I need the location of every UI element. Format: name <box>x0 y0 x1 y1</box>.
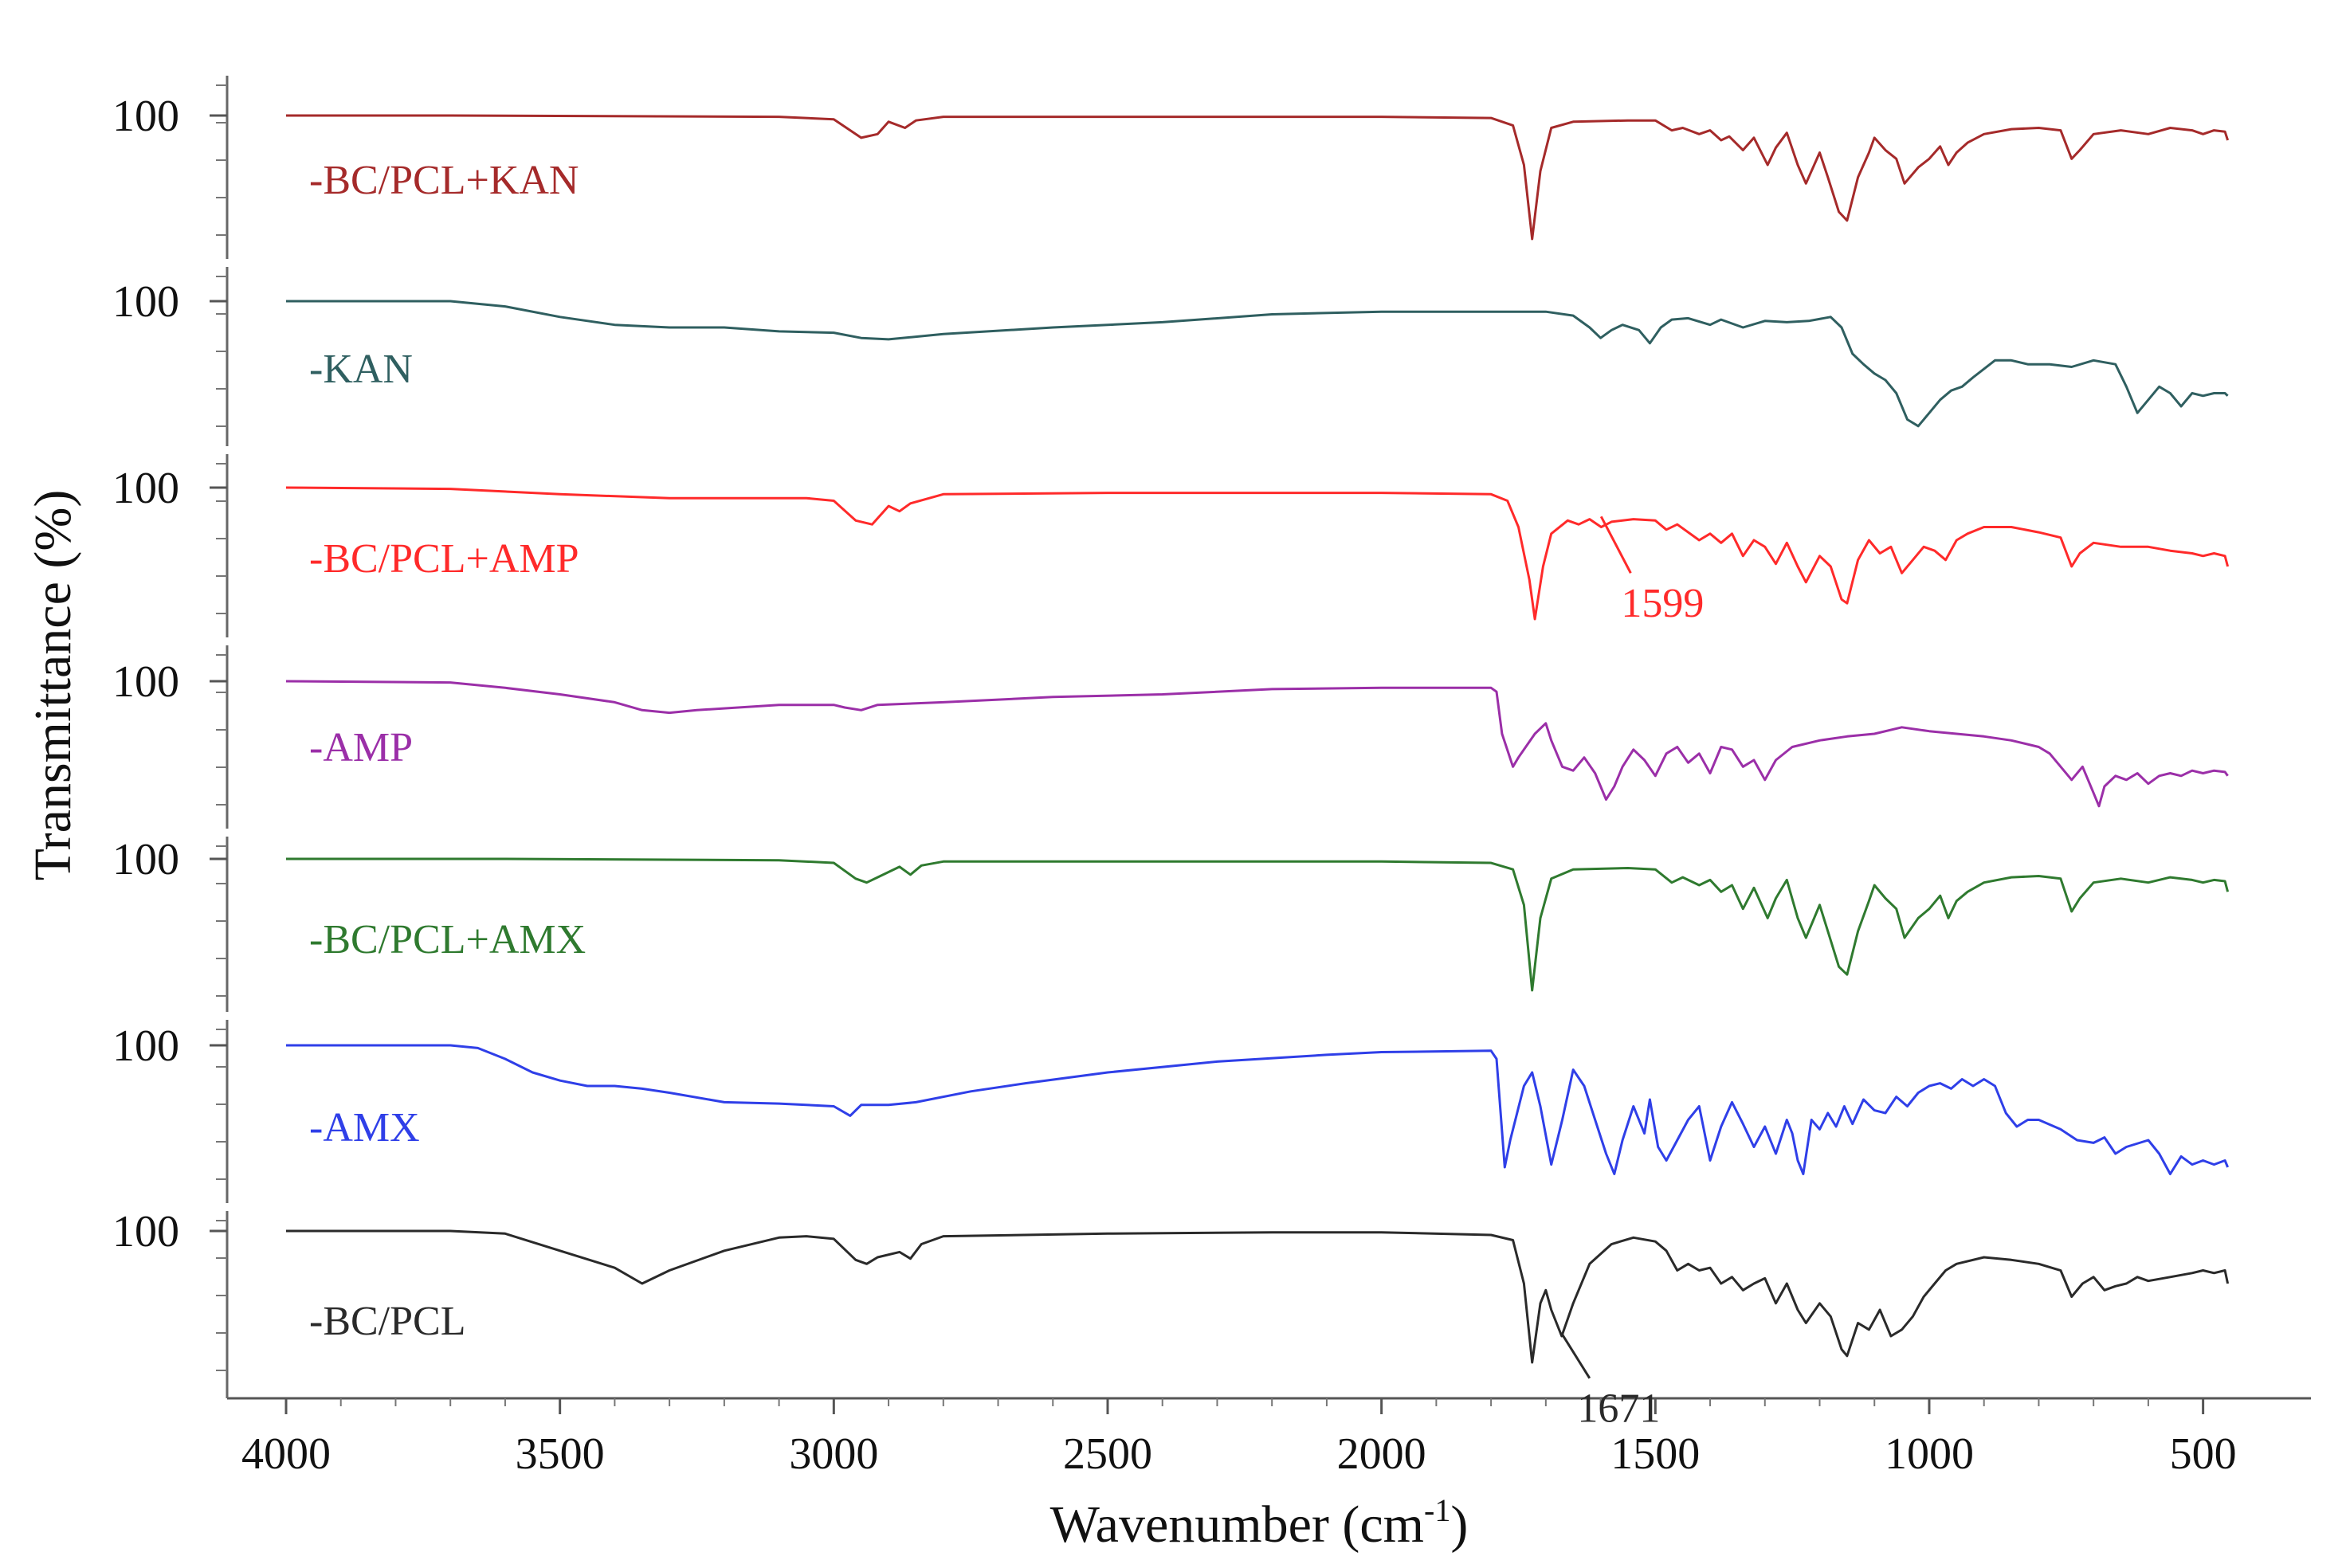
series-label: -BC/PCL+AMP <box>309 536 579 582</box>
series-label: -BC/PCL+KAN <box>309 158 579 203</box>
annotation-leader <box>1560 1332 1591 1379</box>
y-tick-label: 100 <box>112 92 179 141</box>
x-tick-label: 1500 <box>1610 1429 1700 1479</box>
x-tick-label: 2500 <box>1063 1429 1152 1479</box>
series-line <box>285 680 2229 808</box>
series-line <box>286 114 2230 241</box>
x-tick-label: 3500 <box>516 1429 605 1479</box>
x-axis-title: Wavenumber (cm-1) <box>1050 1492 1469 1554</box>
series-label: -BC/PCL <box>309 1299 466 1344</box>
x-tick-label: 1000 <box>1885 1429 1974 1479</box>
series-label: -KAN <box>309 347 413 392</box>
x-axis-title-close: ) <box>1450 1495 1468 1554</box>
y-tick-label: 100 <box>112 657 179 707</box>
y-tick-label: 100 <box>112 1207 179 1256</box>
series-label: -AMX <box>309 1105 420 1151</box>
x-tick-label: 3000 <box>789 1429 878 1479</box>
annotation-label: 1599 <box>1621 581 1704 626</box>
x-tick-label: 4000 <box>241 1429 331 1479</box>
x-axis-title-text: Wavenumber (cm <box>1050 1495 1424 1554</box>
annotation-leader <box>1599 515 1632 574</box>
x-tick-label: 500 <box>2170 1429 2237 1479</box>
y-axis-title: Transmittance (%) <box>24 490 82 881</box>
series-line <box>286 857 2230 992</box>
y-tick-label: 100 <box>112 1021 179 1071</box>
series-label: -AMP <box>309 725 413 770</box>
annotation-label: 1671 <box>1577 1386 1660 1431</box>
series-line <box>286 300 2229 428</box>
y-tick-label: 100 <box>112 835 179 884</box>
axes: 4000 3500 3000 2500 2000 1500 1000 500 Wavenumbe… <box>24 76 2311 1554</box>
series-layer <box>285 114 2230 1364</box>
x-axis-title-sup: -1 <box>1424 1492 1450 1528</box>
y-tick-label: 100 <box>112 464 179 513</box>
series-line <box>286 1044 2229 1175</box>
labels-layer: -BC/PCL+KAN -KAN -BC/PCL+AMP -AMP -BC/PCL+AM… <box>309 158 1704 1431</box>
series-line <box>286 1229 2230 1364</box>
x-tick-label: 2000 <box>1337 1429 1426 1479</box>
y-tick-label: 100 <box>112 277 179 327</box>
series-label: -BC/PCL+AMX <box>309 917 586 962</box>
series-line <box>285 486 2230 621</box>
